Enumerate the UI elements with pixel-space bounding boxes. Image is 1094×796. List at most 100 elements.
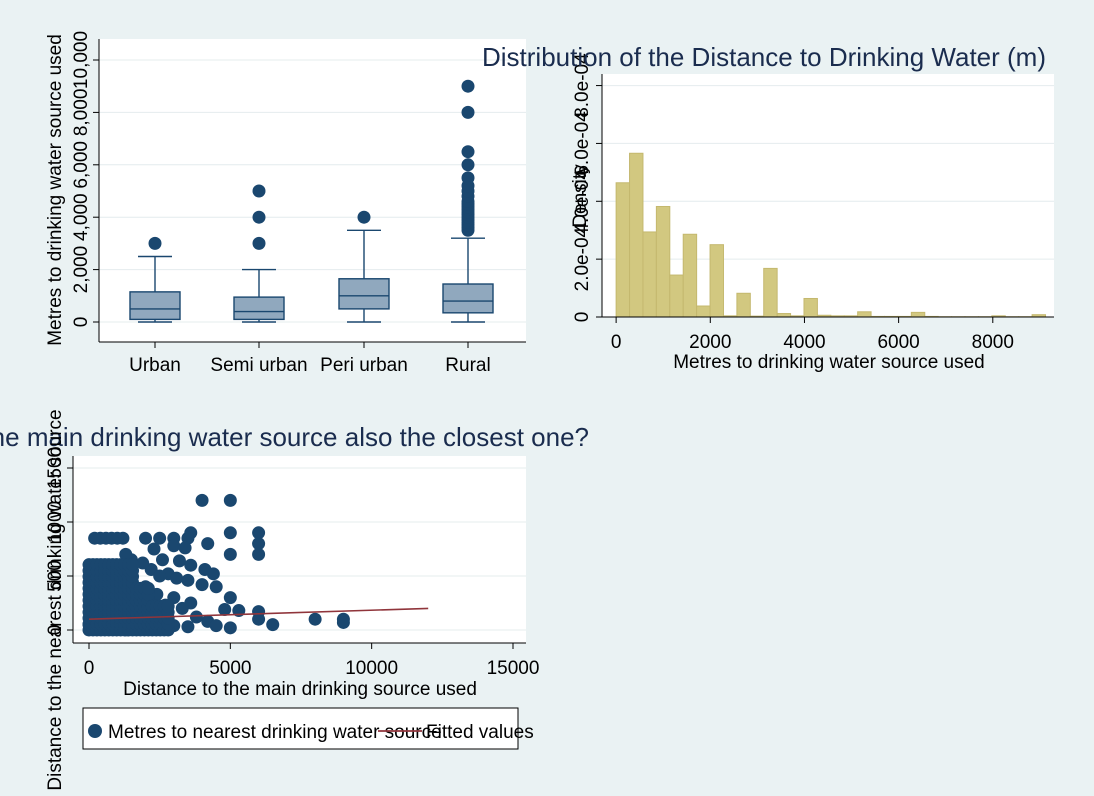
scatter-point — [223, 621, 237, 635]
histogram-bar — [776, 313, 792, 318]
scatter-point — [209, 619, 223, 633]
scatter-point — [126, 558, 140, 572]
histogram-bar — [615, 182, 631, 318]
scatter-point — [178, 541, 192, 555]
scatter-point — [195, 578, 209, 592]
histogram-panel: 0 2.0e-044.0e-046.0e-048.0e-04 0 2000 4000 60… — [482, 42, 1054, 373]
boxplot-box-urban — [129, 236, 181, 323]
boxplot-category-label: Urban — [129, 355, 181, 376]
histogram-y-tick-label: 2.0e-04 — [572, 226, 593, 291]
scatter-point — [172, 554, 186, 568]
legend-entry-observed: Metres to nearest drinking water source — [108, 722, 442, 743]
scatter-point — [88, 531, 102, 545]
boxplot-iqr-box — [338, 278, 390, 310]
scatter-y-axis-label: Distance to the nearest drinking water s… — [45, 409, 66, 790]
scatter-point — [209, 580, 223, 594]
scatter-point — [336, 615, 350, 629]
scatter-point — [119, 547, 133, 561]
boxplot-y-tick-label: 8,000 — [71, 89, 92, 137]
histogram-ticks: 0 2.0e-044.0e-046.0e-048.0e-04 0 2000 4000 60… — [572, 53, 1054, 353]
boxplot-outlier — [461, 105, 475, 119]
scatter-fitted-line-group — [88, 607, 429, 620]
scatter-x-tick-label: 10000 — [345, 658, 398, 679]
scatter-point — [147, 542, 161, 556]
scatter-point — [167, 539, 181, 553]
histogram-x-tick-label: 0 — [611, 332, 622, 353]
boxplot-y-tick-label: 6,000 — [71, 141, 92, 189]
histogram-y-tick-label: 4.0e-04 — [572, 169, 593, 234]
scatter-title: Is the main drinking water source also t… — [0, 422, 589, 452]
boxplot-y-axis-label: Metres to drinking water source used — [45, 34, 66, 346]
scatter-point — [223, 526, 237, 540]
histogram-x-tick-label: 4000 — [783, 332, 825, 353]
histogram-bar — [655, 205, 671, 318]
scatter-point — [139, 531, 153, 545]
boxplot-box-rural — [442, 79, 494, 323]
scatter-point — [223, 547, 237, 561]
boxplot-y-tick-label: 10,000 — [71, 31, 92, 89]
histogram-x-tick-label: 8000 — [972, 332, 1014, 353]
scatter-point — [223, 493, 237, 507]
scatter-y-tick-label: 1000 — [45, 501, 66, 543]
scatter-x-axis-label: Distance to the main drinking source use… — [123, 679, 477, 700]
scatter-y-tick-label: 500 — [45, 560, 66, 592]
scatter-point — [155, 553, 169, 567]
scatter-point — [223, 591, 237, 605]
scatter-point — [136, 556, 150, 570]
boxplot-outlier — [461, 171, 475, 185]
boxplot-y-tick-label: 4,000 — [71, 193, 92, 241]
boxplot-category-label: Peri urban — [320, 355, 408, 376]
scatter-point — [189, 610, 203, 624]
scatter-point — [181, 573, 195, 587]
scatter-point — [252, 526, 266, 540]
boxplot-categories: Urban Semi urban Peri urban Rural — [129, 342, 491, 376]
boxplot-outlier — [461, 158, 475, 172]
boxplot-iqr-box — [129, 291, 181, 321]
histogram-bar — [669, 274, 684, 318]
scatter-point — [153, 569, 167, 583]
boxplot-iqr-box — [442, 283, 494, 314]
scatter-point — [206, 567, 220, 581]
scatter-point — [175, 601, 189, 615]
histogram-bar — [857, 311, 872, 318]
legend-entry-fitted: Fitted values — [426, 722, 534, 743]
histogram-bar — [709, 244, 724, 318]
histogram-bar — [682, 233, 698, 318]
boxplot-y-tick-label: 0 — [71, 317, 92, 328]
scatter-point — [184, 558, 198, 572]
scatter-legend: Metres to nearest drinking water source … — [82, 707, 534, 750]
histogram-y-tick-label: 6.0e-04 — [572, 111, 593, 176]
legend-box — [82, 707, 519, 750]
histogram-y-axis-label: Density — [570, 164, 591, 228]
scatter-point — [252, 547, 266, 561]
histogram-bar — [696, 305, 711, 318]
boxplot-outlier — [461, 145, 475, 159]
scatter-point — [195, 493, 209, 507]
scatter-point — [201, 537, 215, 551]
scatter-point — [181, 620, 195, 634]
histogram-bar — [629, 152, 644, 318]
boxplot-outlier — [148, 236, 162, 250]
scatter-points — [82, 493, 350, 637]
boxplot-outlier — [461, 79, 475, 93]
boxplot-boxes — [129, 79, 494, 323]
scatter-y-tick-label: 1500 — [45, 447, 66, 489]
scatter-point — [161, 599, 175, 613]
boxplot-outlier — [252, 236, 266, 250]
scatter-point — [252, 612, 266, 626]
boxplot-category-label: Rural — [445, 355, 490, 376]
boxplot-box-semi-urban — [233, 184, 285, 323]
histogram-x-tick-label: 2000 — [689, 332, 731, 353]
histogram-x-axis-label: Metres to drinking water source used — [673, 352, 985, 373]
scatter-point — [153, 531, 167, 545]
scatter-point — [308, 612, 322, 626]
scatter-point — [266, 618, 280, 632]
scatter-point — [218, 602, 232, 616]
boxplot-outlier — [357, 210, 371, 224]
legend-marker-icon — [88, 724, 102, 738]
scatter-point — [170, 571, 184, 585]
histogram-x-tick-label: 6000 — [877, 332, 919, 353]
